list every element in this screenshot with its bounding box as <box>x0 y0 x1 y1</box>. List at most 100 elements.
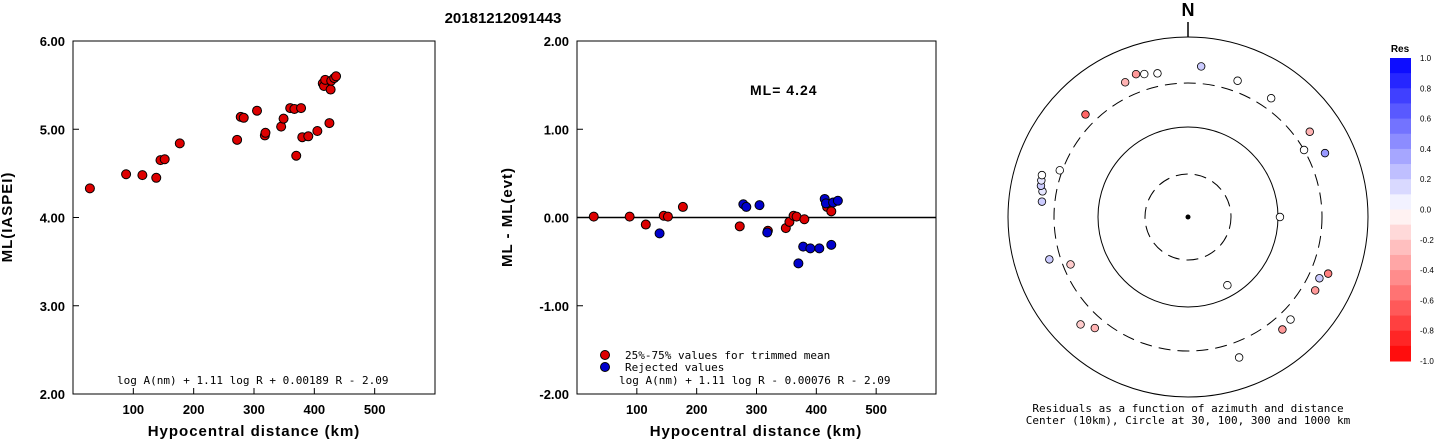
colorbar-cell <box>1390 194 1411 210</box>
data-point <box>826 239 837 250</box>
station-point <box>1278 325 1287 334</box>
station-point <box>1066 260 1075 269</box>
data-point <box>832 195 843 206</box>
data-point <box>324 118 335 129</box>
station-point <box>1305 127 1314 136</box>
station-point <box>1266 94 1276 103</box>
station-point <box>1140 69 1149 79</box>
colorbar-cell <box>1390 330 1411 347</box>
station-point <box>1055 166 1064 175</box>
colorbar-cell <box>1390 254 1411 271</box>
y-tick-label: 2.00 <box>544 34 569 49</box>
data-point <box>799 214 810 225</box>
station-point <box>1090 323 1100 333</box>
polar-caption-line1: Residuals as a function of azimuth and d… <box>1032 402 1343 415</box>
data-point <box>174 138 185 149</box>
station-point <box>1037 197 1047 206</box>
center-dot <box>1185 214 1191 220</box>
data-point <box>296 103 307 114</box>
residual-colorbar: Res 1.0 0.8 0.6 0.4 0.2 0.0 -0.2 -0.4 -0.6 -0.8 -1… <box>1390 44 1434 366</box>
colorbar-cell <box>1390 285 1411 301</box>
x-tick-label: 500 <box>865 402 887 417</box>
colorbar-cell <box>1390 148 1411 165</box>
north-label: N <box>1182 0 1195 20</box>
colorbar-cell <box>1390 224 1411 241</box>
station-point <box>1153 69 1162 78</box>
data-point <box>624 211 635 222</box>
colorbar-cell <box>1390 239 1411 256</box>
station-point <box>1081 110 1090 119</box>
colorbar-cell <box>1390 209 1411 226</box>
x-tick-label: 300 <box>746 402 768 417</box>
colorbar-tick-label: -0.8 <box>1420 327 1434 336</box>
colorbar-cell <box>1390 345 1411 362</box>
data-point <box>303 131 314 142</box>
x-tick-label: 500 <box>364 402 386 417</box>
data-point <box>762 227 773 238</box>
residual-distance-chart: 100 200 300 400 500 -2.00 -1.00 0.00 1.00 2.00 ML… <box>499 34 937 440</box>
colorbar-tick-label: -1.0 <box>1420 357 1434 366</box>
colorbar-cell <box>1390 88 1411 104</box>
colorbar-tick-label: 0.6 <box>1420 115 1432 124</box>
colorbar-title: Res <box>1391 44 1410 55</box>
colorbar-cells <box>1390 58 1411 362</box>
ring-30km <box>1144 173 1232 261</box>
data-point <box>654 228 665 239</box>
colorbar-cell <box>1390 103 1411 120</box>
polar-caption-line2: Center (10km), Circle at 30, 100, 300 an… <box>1026 414 1351 427</box>
chart1-xlabel: Hypocentral distance (km) <box>148 423 361 440</box>
data-point <box>260 127 271 138</box>
chart1-points <box>84 71 342 194</box>
data-point <box>734 221 745 232</box>
data-point <box>278 113 289 124</box>
data-point <box>677 201 688 212</box>
chart2-formula: log A(nm) + 1.11 log R - 0.00076 R - 2.0… <box>619 374 891 387</box>
data-point <box>291 150 302 161</box>
colorbar-tick-label: 0.0 <box>1420 206 1432 215</box>
chart2-ticks: 100 200 300 400 500 -2.00 -1.00 0.00 1.00 2.00 <box>539 34 887 417</box>
legend-marker-trimmed <box>600 350 610 360</box>
station-point <box>1323 269 1333 278</box>
station-point <box>1275 212 1285 222</box>
y-tick-label: 5.00 <box>40 122 65 137</box>
x-tick-label: 200 <box>686 402 708 417</box>
station-point <box>1131 70 1141 79</box>
data-point <box>238 112 249 123</box>
colorbar-cell <box>1390 179 1411 195</box>
station-point <box>1037 170 1047 180</box>
data-point <box>151 172 162 183</box>
x-tick-label: 100 <box>626 402 648 417</box>
magnitude-distance-chart: 100 200 300 400 500 2.00 3.00 4.00 5.00 6.00 log … <box>0 34 436 440</box>
colorbar-tick-label: -0.2 <box>1420 236 1434 245</box>
data-point <box>84 183 95 194</box>
station-point <box>1315 274 1324 283</box>
ring-1000km <box>1007 36 1369 398</box>
y-tick-label: -1.00 <box>539 299 569 314</box>
data-point <box>137 170 148 181</box>
data-point <box>805 243 816 254</box>
legend-label-rejected: Rejected values <box>625 361 724 374</box>
chart2-ylabel: ML - ML(evt) <box>499 167 516 267</box>
station-point <box>1233 76 1242 85</box>
colorbar-tick-label: 0.8 <box>1420 84 1432 93</box>
x-tick-label: 200 <box>183 402 205 417</box>
x-tick-label: 100 <box>122 402 144 417</box>
data-point <box>793 258 804 269</box>
polar-points <box>1036 62 1333 362</box>
y-tick-label: 1.00 <box>544 122 569 137</box>
chart2-ml-annotation: ML= 4.24 <box>750 82 818 98</box>
y-tick-label: 4.00 <box>40 211 65 226</box>
data-point <box>588 211 599 222</box>
legend-label-trimmed: 25%-75% values for trimmed mean <box>625 349 830 362</box>
station-point <box>1120 78 1130 87</box>
colorbar-cell <box>1390 315 1411 332</box>
data-point <box>741 201 752 212</box>
y-tick-label: 6.00 <box>40 34 65 49</box>
y-tick-label: 3.00 <box>40 299 65 314</box>
data-point <box>325 84 336 95</box>
y-tick-label: -2.00 <box>539 387 569 402</box>
chart1-ticks: 100 200 300 400 500 2.00 3.00 4.00 5.00 6.00 <box>40 34 386 417</box>
station-point <box>1299 145 1309 155</box>
data-point <box>121 169 132 180</box>
data-point <box>826 206 837 217</box>
